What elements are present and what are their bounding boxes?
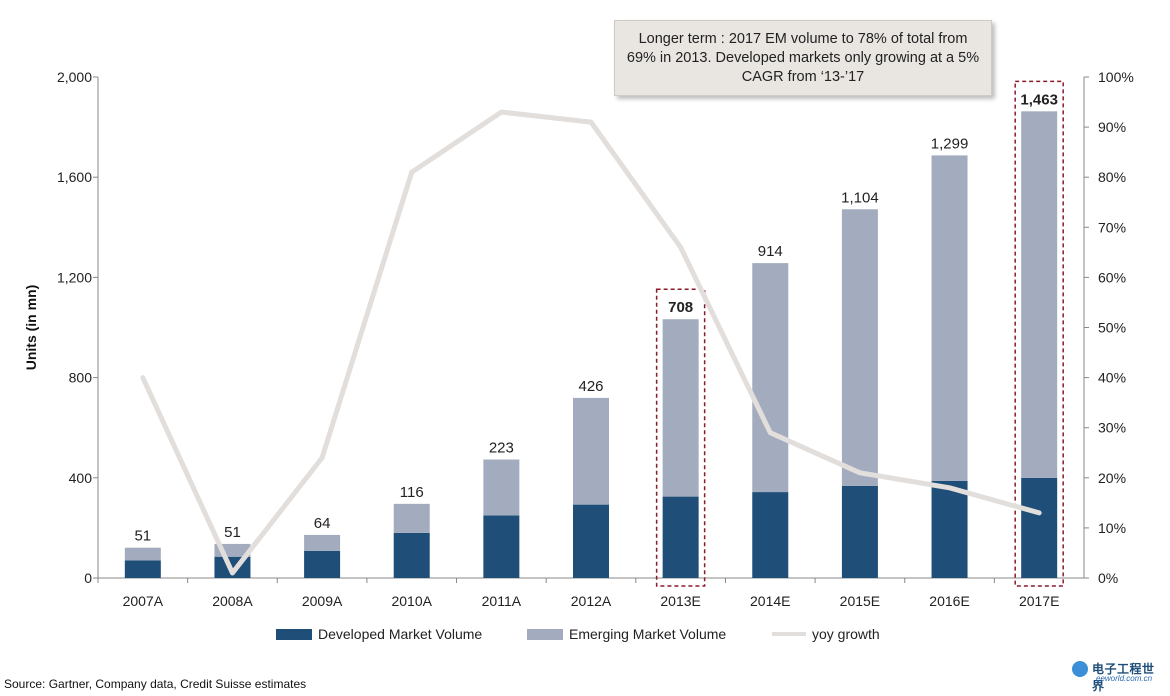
eeworld-logo: 电子工程世界 eeworld.com.cn bbox=[1070, 659, 1166, 693]
y2-tick-label: 40% bbox=[1098, 370, 1126, 386]
x-tick-label: 2017E bbox=[1019, 593, 1059, 609]
highlight-box bbox=[1014, 80, 1064, 587]
bar-emerging bbox=[841, 209, 878, 486]
y-tick-label: 2,000 bbox=[57, 69, 92, 85]
y2-tick-label: 10% bbox=[1098, 520, 1126, 536]
bar-developed bbox=[483, 515, 520, 578]
x-tick-label: 2012A bbox=[571, 593, 612, 609]
data-label: 51 bbox=[224, 524, 241, 541]
bar-emerging bbox=[662, 319, 699, 497]
y-tick-label: 1,600 bbox=[57, 169, 92, 185]
y-tick-label: 400 bbox=[69, 470, 93, 486]
bar-emerging bbox=[752, 263, 789, 493]
y-tick-label: 0 bbox=[84, 570, 92, 586]
bar-developed bbox=[931, 480, 968, 578]
y2-tick-label: 0% bbox=[1098, 570, 1118, 586]
x-tick-label: 2010A bbox=[391, 593, 432, 609]
data-label: 51 bbox=[134, 528, 151, 545]
data-label: 708 bbox=[668, 299, 693, 316]
callout-box: Longer term : 2017 EM volume to 78% of t… bbox=[614, 20, 992, 96]
x-tick-label: 2014E bbox=[750, 593, 790, 609]
y2-tick-label: 60% bbox=[1098, 269, 1126, 285]
y2-tick-label: 80% bbox=[1098, 169, 1126, 185]
bar-emerging bbox=[124, 547, 161, 561]
highlight-box bbox=[655, 288, 706, 587]
data-label-bg bbox=[1018, 88, 1061, 109]
legend-swatch-developed bbox=[276, 628, 312, 640]
y2-tick-label: 70% bbox=[1098, 219, 1126, 235]
bar-developed bbox=[393, 532, 430, 578]
y2-tick-label: 90% bbox=[1098, 119, 1126, 135]
legend-label-developed: Developed Market Volume bbox=[318, 626, 483, 642]
legend-line-yoy bbox=[772, 632, 806, 636]
y-tick-label: 1,200 bbox=[57, 269, 92, 285]
y2-tick-label: 20% bbox=[1098, 470, 1126, 486]
legend-label-yoy: yoy growth bbox=[812, 626, 880, 642]
bar-developed bbox=[662, 496, 699, 578]
x-tick-label: 2015E bbox=[840, 593, 880, 609]
data-label: 1,299 bbox=[931, 135, 969, 152]
data-label: 1,463 bbox=[1020, 91, 1058, 108]
bar-developed bbox=[124, 560, 161, 578]
bar-developed bbox=[304, 550, 341, 578]
data-label-bg bbox=[659, 296, 702, 317]
yoy-growth-line bbox=[140, 109, 1042, 576]
y2-tick-label: 50% bbox=[1098, 320, 1126, 336]
data-label: 1,104 bbox=[841, 189, 879, 206]
logo-mark-icon bbox=[1072, 661, 1088, 677]
data-label: 223 bbox=[489, 440, 514, 457]
bar-emerging bbox=[304, 534, 341, 551]
bar-developed bbox=[841, 485, 878, 578]
x-tick-label: 2013E bbox=[660, 593, 700, 609]
data-label: 116 bbox=[400, 484, 424, 501]
bar-emerging bbox=[393, 503, 430, 533]
x-tick-label: 2016E bbox=[929, 593, 969, 609]
bar-emerging bbox=[483, 459, 520, 516]
logo-sub-text: eeworld.com.cn bbox=[1096, 674, 1153, 683]
legend-label-emerging: Emerging Market Volume bbox=[569, 626, 727, 642]
bar-emerging bbox=[573, 397, 609, 505]
data-label: 426 bbox=[578, 378, 603, 395]
legend-item-yoy: yoy growth bbox=[772, 626, 880, 642]
x-tick-label: 2011A bbox=[482, 593, 522, 609]
y2-tick-label: 100% bbox=[1098, 69, 1134, 85]
x-tick-label: 2008A bbox=[212, 593, 253, 609]
y-tick-label: 800 bbox=[69, 370, 93, 386]
legend-item-emerging: Emerging Market Volume bbox=[527, 626, 726, 642]
x-tick-label: 2009A bbox=[302, 593, 343, 609]
bar-emerging bbox=[1021, 111, 1058, 478]
y-axis-title: Units (in mn) bbox=[23, 285, 39, 371]
callout-text: Longer term : 2017 EM volume to 78% of t… bbox=[626, 30, 980, 85]
bar-developed bbox=[752, 492, 789, 578]
data-label: 914 bbox=[758, 243, 783, 260]
source-note: Source: Gartner, Company data, Credit Su… bbox=[4, 677, 307, 691]
logo-main-text: 电子工程世界 bbox=[1092, 662, 1155, 693]
legend-swatch-emerging bbox=[527, 628, 563, 640]
bar-developed bbox=[573, 504, 609, 578]
x-tick-label: 2007A bbox=[123, 593, 164, 609]
y2-tick-label: 30% bbox=[1098, 420, 1126, 436]
bar-developed bbox=[1021, 477, 1058, 578]
legend-item-developed: Developed Market Volume bbox=[276, 626, 482, 642]
bar-emerging bbox=[931, 155, 968, 481]
data-label: 64 bbox=[314, 515, 331, 532]
